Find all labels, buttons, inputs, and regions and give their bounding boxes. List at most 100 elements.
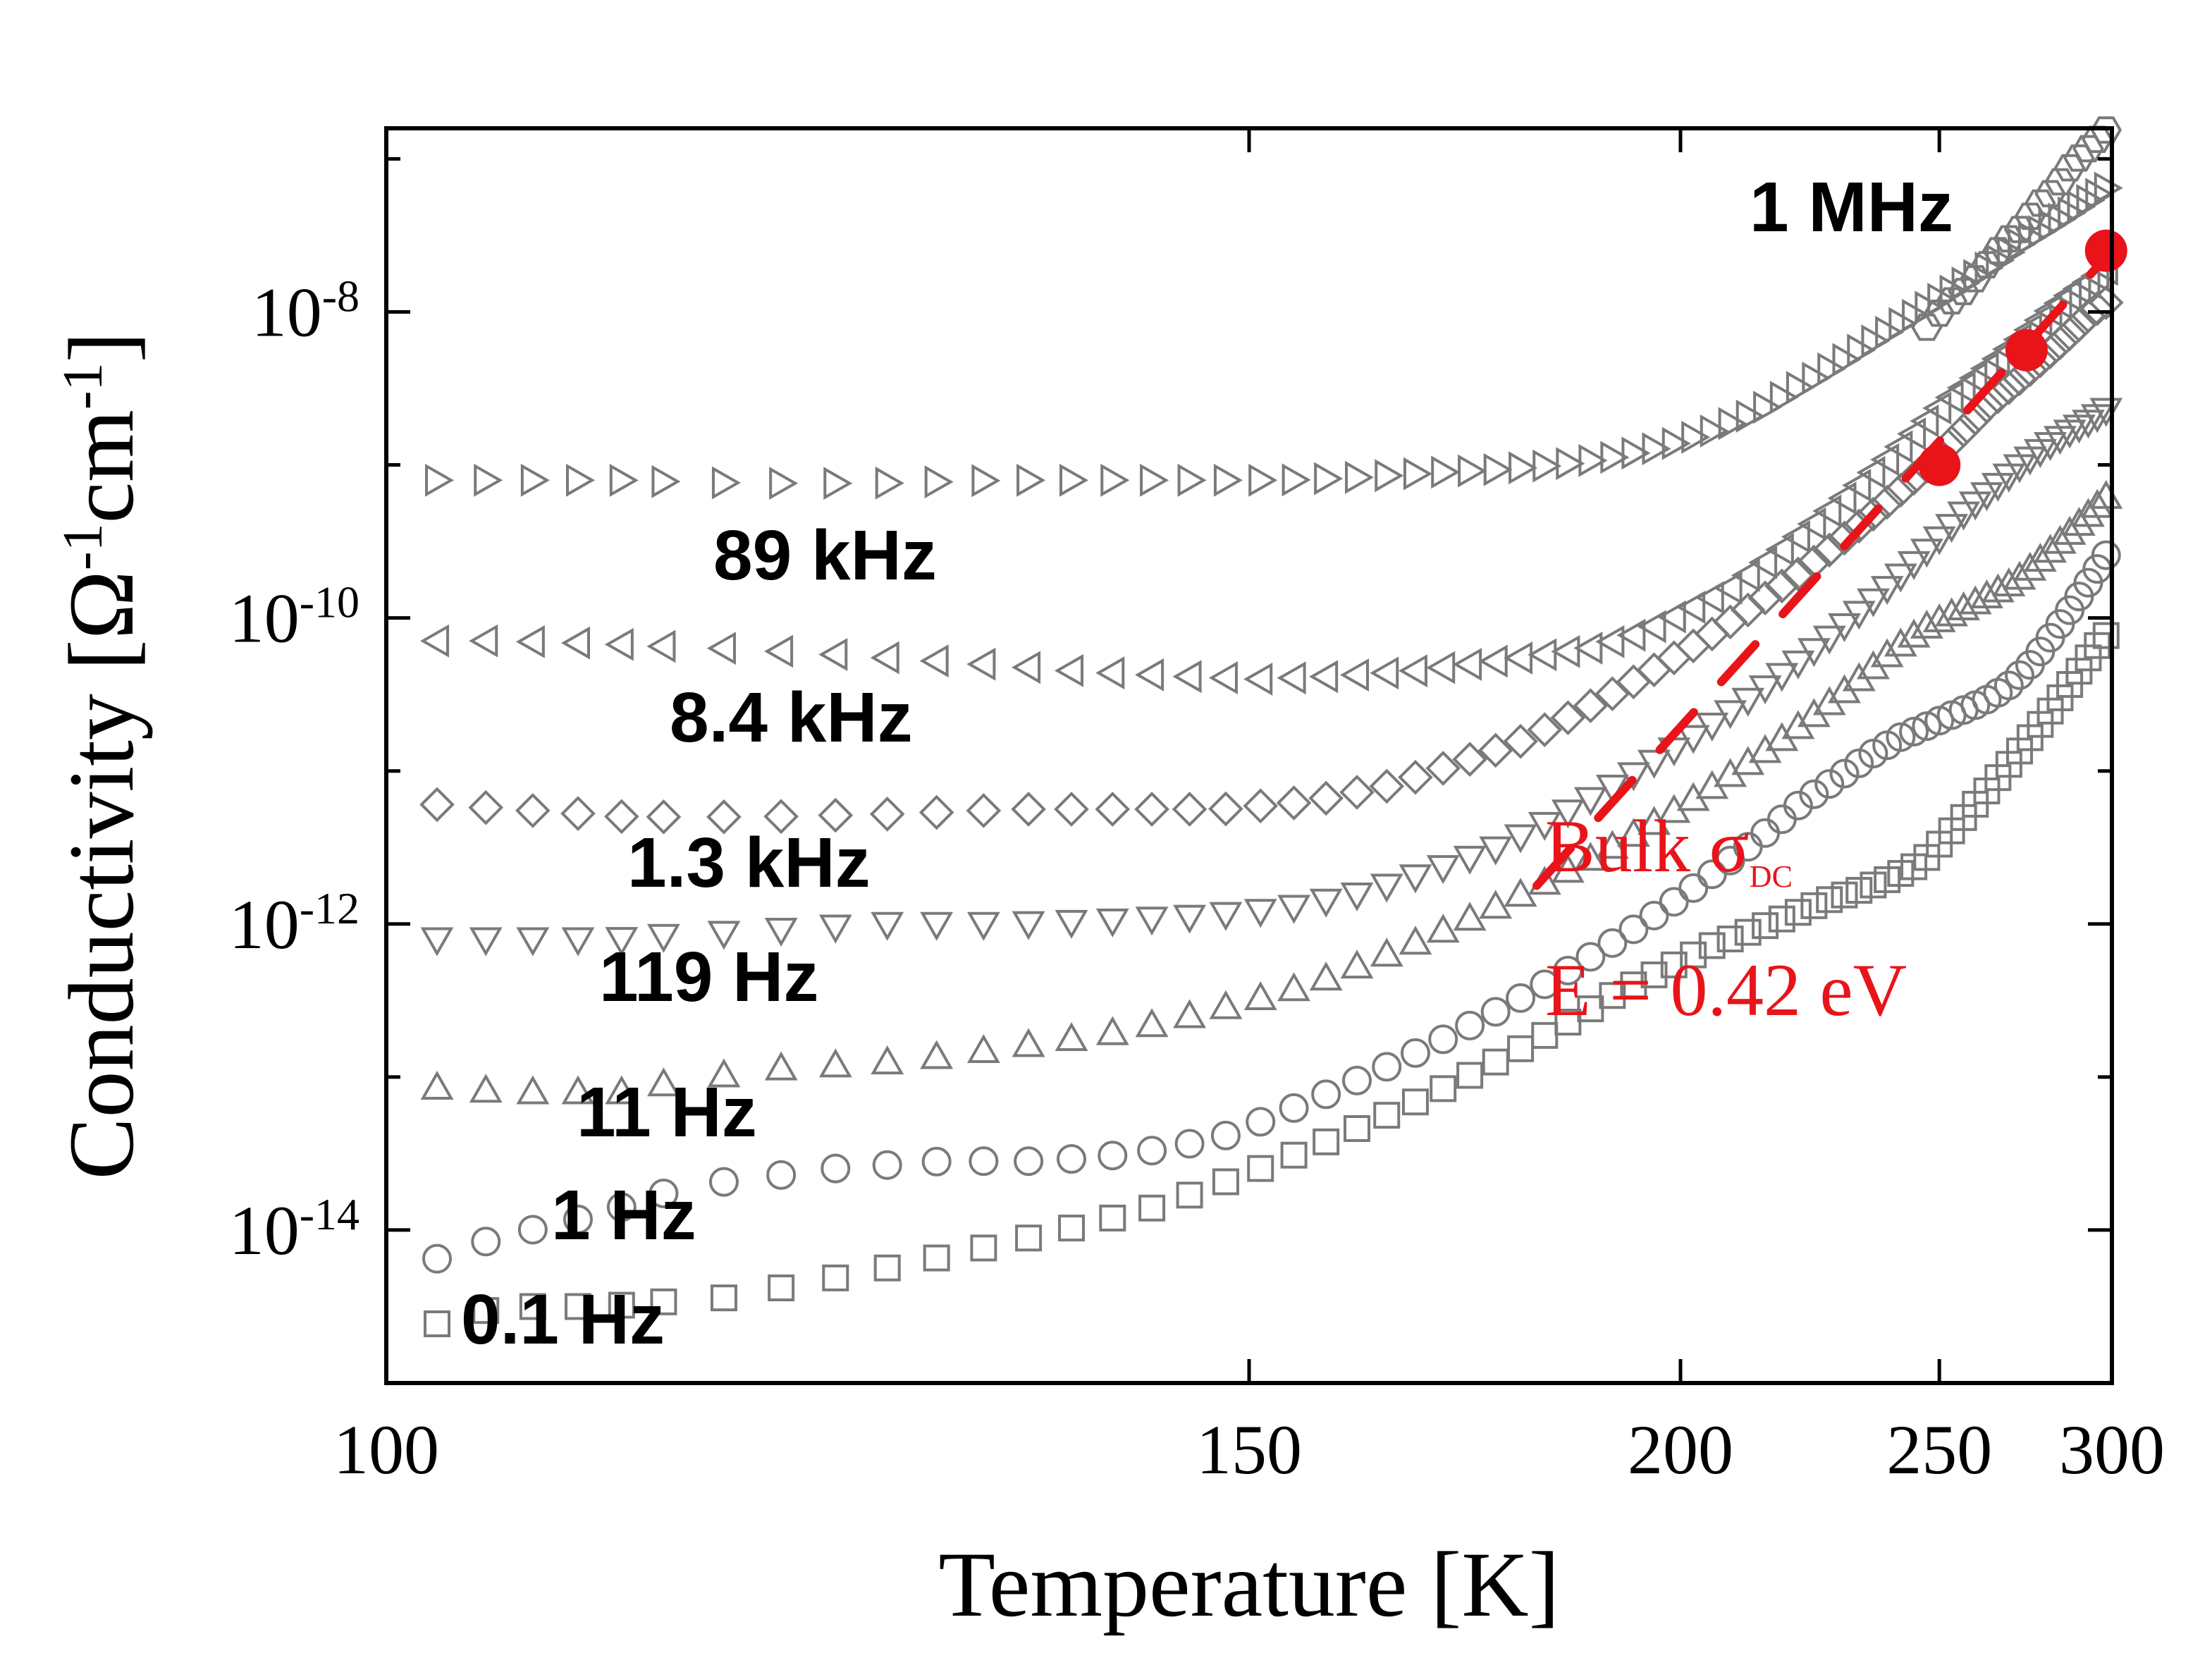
data-point: [1503, 723, 1538, 759]
data-point: [1528, 638, 1557, 672]
data-point: [1243, 981, 1277, 1011]
data-point: [1398, 759, 1433, 795]
data-point: [516, 927, 550, 957]
data-point: [2062, 507, 2096, 536]
data-point: [1375, 459, 1404, 493]
data-point: [1884, 430, 1913, 464]
data-point: [1400, 1038, 1430, 1068]
bulk-sigma-sub: DC: [1750, 859, 1793, 894]
data-point: [969, 1146, 999, 1176]
data-point: [1642, 432, 1671, 466]
data-point: [1015, 1224, 1043, 1252]
data-point: [971, 464, 1001, 498]
data-point: [1425, 751, 1461, 786]
data-point: [707, 1058, 741, 1088]
data-point: [766, 1160, 797, 1190]
data-point: [1431, 455, 1461, 489]
data-point: [1243, 788, 1279, 824]
x-tick-label: 250: [1886, 1411, 1992, 1489]
data-point: [1373, 1102, 1401, 1129]
data-point: [1735, 399, 1765, 433]
data-point: [769, 467, 799, 500]
data-point: [1509, 451, 1538, 485]
data-point: [1922, 603, 1956, 632]
data-point: [2062, 414, 2096, 444]
data-point: [560, 626, 590, 660]
data-point: [561, 1075, 595, 1105]
data-point: [1426, 651, 1456, 684]
data-point: [1426, 855, 1460, 885]
data-point: [1551, 634, 1580, 668]
data-point: [1869, 484, 1905, 520]
data-point: [1812, 532, 1848, 568]
data-point: [646, 799, 682, 835]
data-point: [420, 927, 454, 957]
x-tick-label: 150: [1196, 1411, 1302, 1489]
data-point: [1768, 905, 1795, 933]
data-point: [764, 917, 798, 947]
data-point: [871, 911, 904, 941]
data-point: [1714, 700, 1747, 730]
data-point: [1700, 414, 1729, 448]
data-point: [1970, 482, 2003, 512]
data-point: [1176, 1181, 1203, 1209]
data-point: [1639, 900, 1669, 930]
data-point: [1845, 877, 1873, 904]
data-point: [1309, 888, 1343, 918]
data-point: [1100, 463, 1130, 497]
data-point: [1993, 670, 2024, 701]
data-point: [1797, 638, 1831, 668]
data-point: [1016, 463, 1046, 497]
data-point: [706, 632, 736, 665]
data-point: [1764, 533, 1794, 567]
data-point: [2053, 515, 2087, 545]
data-point: [424, 1310, 450, 1338]
data-point: [471, 1227, 501, 1257]
data-point: [818, 914, 852, 944]
data-point: [2092, 622, 2120, 649]
data-point: [1012, 651, 1041, 684]
data-point: [560, 796, 596, 831]
data-point: [1277, 972, 1311, 1002]
data-point: [1370, 873, 1403, 903]
data-point: [1138, 1194, 1166, 1222]
data-point: [1829, 758, 1860, 789]
data-point: [1676, 725, 1710, 754]
data-marks: [419, 116, 2124, 1338]
data-point: [1277, 895, 1311, 924]
data-point: [1506, 983, 1536, 1013]
data-point: [1637, 610, 1666, 644]
data-point: [2088, 285, 2124, 321]
data-point: [918, 794, 954, 830]
data-point: [1452, 742, 1487, 778]
data-point: [1243, 899, 1277, 928]
data-point: [1870, 638, 1904, 668]
data-point: [818, 1048, 852, 1078]
data-point: [1786, 371, 1815, 405]
label-11hz: 11 Hz: [577, 1073, 757, 1152]
data-point: [1135, 658, 1165, 692]
data-point: [1870, 443, 1900, 477]
data-point: [1992, 463, 2026, 493]
data-point: [2014, 202, 2046, 231]
data-point: [468, 790, 504, 825]
data-point: [2034, 180, 2066, 208]
data-point: [1958, 491, 1992, 521]
data-point: [1504, 878, 1537, 907]
data-point: [1507, 1035, 1535, 1062]
data-point: [1946, 371, 1976, 405]
data-point: [1455, 1010, 1485, 1040]
label-1mhz: 1 MHz: [1750, 168, 1953, 247]
data-point: [1398, 654, 1427, 688]
data-point: [1372, 1052, 1402, 1082]
data-point: [1095, 792, 1131, 827]
data-point: [2072, 410, 2105, 439]
data-point: [1209, 902, 1243, 931]
data-point: [1676, 628, 1712, 664]
data-point: [469, 624, 498, 658]
data-point: [1530, 969, 1560, 1000]
data-point: [822, 1264, 849, 1291]
data-point: [1781, 556, 1816, 592]
data-point: [871, 1045, 904, 1075]
